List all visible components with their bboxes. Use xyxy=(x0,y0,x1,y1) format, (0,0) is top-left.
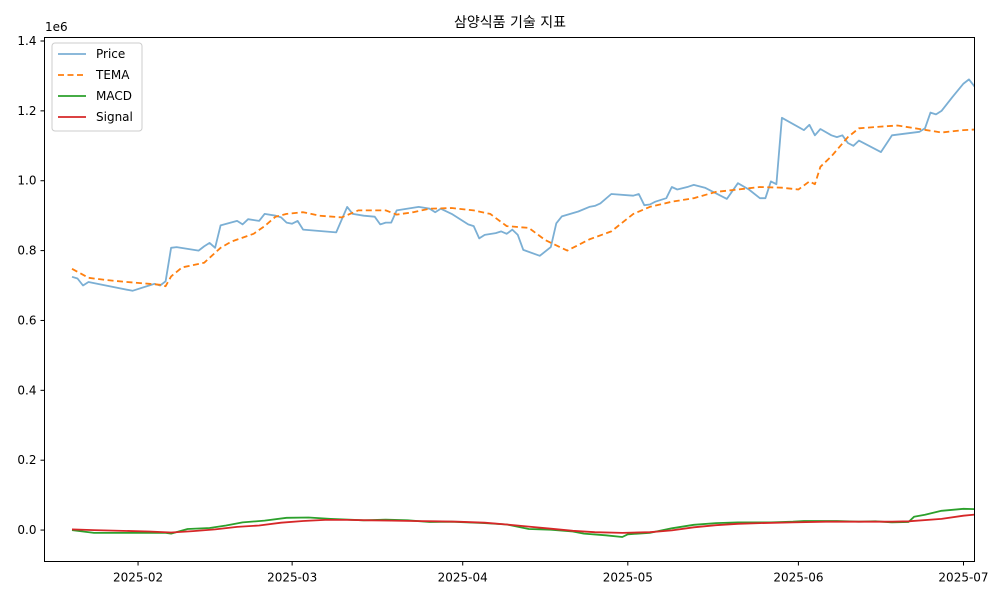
y-tick-label: 1.4 xyxy=(17,34,36,48)
y-tick-label: 1.0 xyxy=(17,174,36,188)
x-tick-label: 2025-02 xyxy=(113,571,163,585)
legend-box xyxy=(51,42,143,132)
legend-label-tema: TEMA xyxy=(95,68,130,82)
x-tick-label: 2025-07 xyxy=(938,571,988,585)
series-line-signal xyxy=(71,513,975,534)
legend: Price TEMA MACD Signal xyxy=(51,42,143,132)
series-line-tema xyxy=(71,124,975,288)
y-tick-label: 1.2 xyxy=(17,104,36,118)
y-tick-label: 0.6 xyxy=(17,313,36,327)
y-offset-label: 1e6 xyxy=(45,20,68,34)
x-tick-label: 2025-04 xyxy=(438,571,488,585)
y-tick-label: 0.2 xyxy=(17,453,36,467)
legend-label-macd: MACD xyxy=(96,89,132,103)
legend-label-price: Price xyxy=(96,47,125,61)
y-tick-label: 0.0 xyxy=(17,523,36,537)
legend-label-signal: Signal xyxy=(96,110,133,124)
series-line-price xyxy=(71,78,975,292)
plot-frame xyxy=(44,37,975,562)
x-tick-label: 2025-06 xyxy=(773,571,823,585)
x-tick-label: 2025-05 xyxy=(603,571,653,585)
y-tick-label: 0.8 xyxy=(17,244,36,258)
x-tick-label: 2025-03 xyxy=(267,571,317,585)
chart-title: 삼양식품 기술 지표 xyxy=(454,15,566,31)
y-tick-label: 0.4 xyxy=(17,383,36,397)
